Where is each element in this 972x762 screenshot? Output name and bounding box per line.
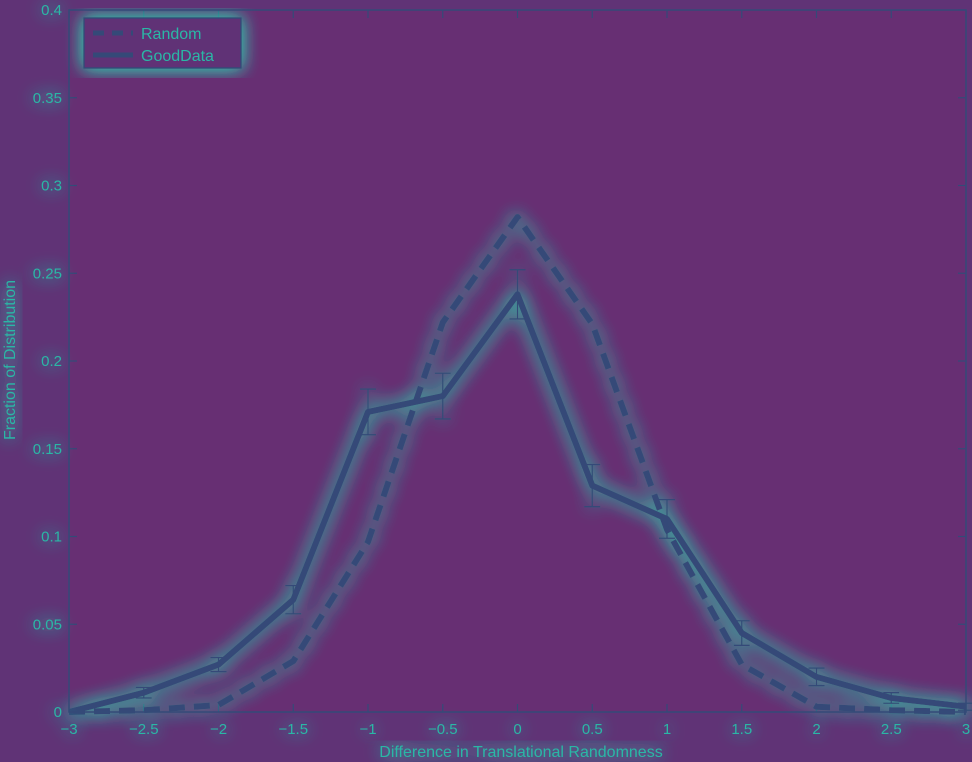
- x-axis-title: Difference in Translational Randomness: [379, 744, 662, 761]
- series-line-random: [68, 214, 967, 715]
- x-tick-label: 2: [812, 721, 820, 738]
- error-bar: [883, 692, 900, 704]
- x-tick-label: 3: [962, 721, 970, 738]
- x-tick-label: 0.5: [582, 721, 603, 738]
- error-bar: [808, 667, 825, 687]
- x-tick-label: −3: [60, 721, 77, 738]
- x-tick-label: −2.5: [129, 721, 159, 738]
- x-tick-label: 1: [663, 721, 671, 738]
- y-tick-label: 0.25: [33, 265, 62, 282]
- legend: Random GoodData: [83, 17, 242, 69]
- x-tick-label: −1: [359, 721, 376, 738]
- legend-box: [83, 17, 242, 69]
- x-tick-label: −2: [210, 721, 227, 738]
- error-bar: [434, 372, 451, 420]
- error-bar: [659, 498, 675, 539]
- x-tick-label: 1.5: [731, 721, 752, 738]
- y-tick-label: 0: [54, 704, 62, 721]
- error-bar: [733, 620, 750, 646]
- legend-label-gooddata: GoodData: [141, 48, 214, 65]
- error-bar: [360, 388, 376, 436]
- y-tick-label: 0.05: [33, 616, 62, 633]
- x-tick-label: −1.5: [278, 721, 308, 738]
- y-tick-label: 0.4: [41, 2, 62, 19]
- y-axis-title: Fraction of Distribution: [2, 280, 19, 440]
- y-tick-label: 0.35: [33, 90, 62, 107]
- y-tick-label: 0.3: [41, 178, 62, 195]
- error-bar: [285, 584, 302, 615]
- error-bar: [135, 686, 152, 699]
- tick-labels: −3 −2.5 −2 −1.5 −1 −0.5 0 0.5 1 1.5 2 2.5 3 0 0.05 0.1 0…: [33, 2, 970, 738]
- y-tick-label: 0.15: [33, 441, 62, 458]
- error-bar: [210, 656, 227, 673]
- y-tick-label: 0.2: [41, 353, 62, 370]
- x-tick-label: −0.5: [428, 721, 458, 738]
- plot-area: [69, 10, 966, 712]
- legend-label-random: Random: [141, 26, 201, 43]
- error-bar: [584, 463, 601, 508]
- plot-frame: [68, 9, 967, 713]
- x-tick-label: 0: [513, 721, 521, 738]
- error-bar: [509, 269, 526, 320]
- series-group: [68, 214, 972, 715]
- x-tick-label: 2.5: [881, 721, 902, 738]
- y-tick-label: 0.1: [41, 529, 62, 546]
